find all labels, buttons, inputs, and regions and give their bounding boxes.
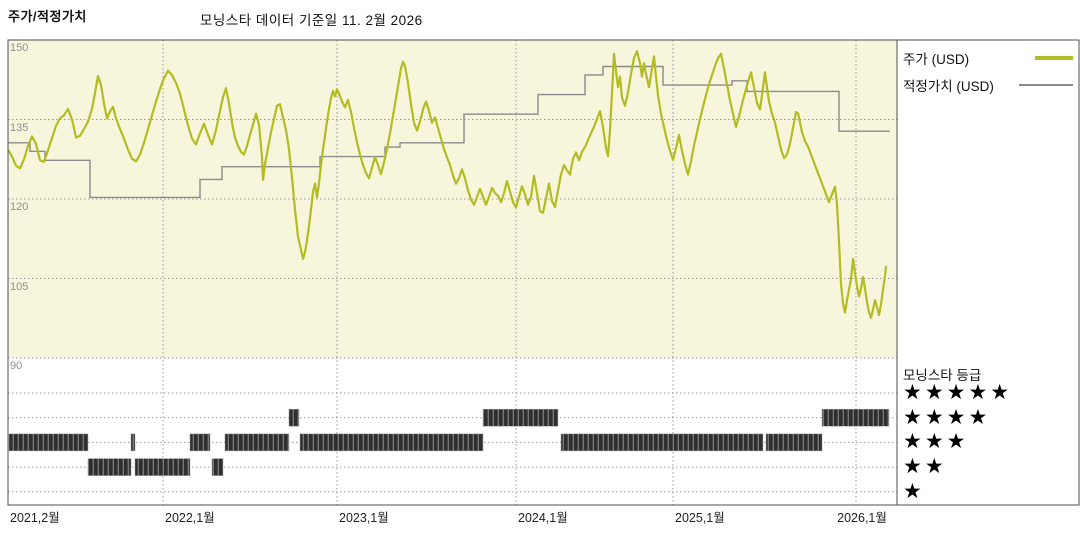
rating-bar-2star bbox=[87, 458, 132, 476]
y-tick-label: 105 bbox=[10, 280, 29, 293]
chart-legend: 주가 (USD) 적정가치 (USD) bbox=[903, 44, 1075, 98]
y-tick-label: 90 bbox=[10, 360, 23, 372]
x-tick-label: 2025,1월 bbox=[675, 511, 725, 525]
x-tick-label: 2023,1월 bbox=[339, 511, 389, 525]
x-tick-label: 2024,1월 bbox=[518, 511, 568, 525]
rating-bar-2star bbox=[134, 458, 191, 476]
price-line bbox=[7, 50, 888, 319]
rating-bar-3star bbox=[189, 433, 211, 452]
y-tick-label: 135 bbox=[10, 121, 29, 134]
rating-bar-2star bbox=[211, 458, 224, 476]
rating-bar-3star bbox=[299, 433, 484, 452]
legend-item-fairvalue: 적정가치 (USD) bbox=[903, 71, 1075, 98]
star-row-3: ★★★ bbox=[903, 430, 969, 454]
x-tick-label: 2026,1월 bbox=[837, 511, 887, 525]
rating-bar-3star bbox=[560, 433, 764, 452]
star-row-4: ★★★★ bbox=[903, 405, 991, 429]
chart-outer-border bbox=[7, 39, 1080, 506]
as-of-subtitle: 모닝스타 데이터 기준일 11. 2월 2026 bbox=[200, 13, 423, 28]
rating-panel-title: 모닝스타 등급 bbox=[903, 368, 982, 383]
price-line-swatch bbox=[1035, 55, 1073, 60]
y-tick-label: 150 bbox=[10, 42, 29, 54]
rating-bar-3star bbox=[765, 433, 823, 452]
rating-bar-3star bbox=[8, 433, 89, 452]
x-tick-label: 2021,2월 bbox=[10, 511, 60, 525]
rating-bar-3star bbox=[224, 433, 290, 452]
star-row-2: ★★ bbox=[903, 455, 947, 479]
rating-bar-4star bbox=[821, 408, 890, 427]
legend-price-label: 주가 (USD) bbox=[903, 51, 970, 67]
y-tick-label: 120 bbox=[10, 201, 29, 213]
rating-bar-4star bbox=[482, 408, 559, 427]
rating-bar-3star bbox=[130, 433, 136, 452]
rating-plot-background bbox=[8, 358, 897, 505]
legend-fairvalue-label: 적정가치 (USD) bbox=[903, 78, 994, 94]
star-row-5: ★★★★★ bbox=[903, 381, 1013, 404]
legend-item-price: 주가 (USD) bbox=[903, 44, 1075, 71]
rating-bar-4star bbox=[288, 408, 300, 427]
star-row-1: ★ bbox=[903, 479, 925, 503]
page-title: 주가/적정가치 bbox=[8, 9, 87, 24]
fairvalue-line-swatch bbox=[1019, 83, 1073, 86]
fairvalue-step-line bbox=[8, 65, 890, 199]
x-tick-label: 2022,1월 bbox=[165, 511, 215, 525]
